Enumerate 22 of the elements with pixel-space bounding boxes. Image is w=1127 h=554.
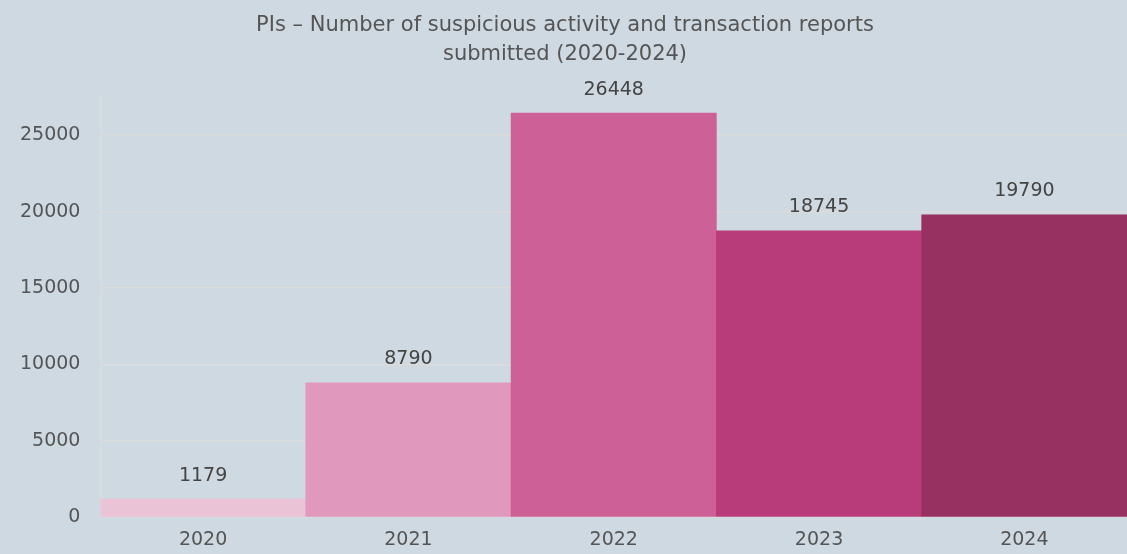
data-label: 26448	[583, 76, 644, 99]
y-tick-label: 15000	[19, 274, 81, 297]
data-label: 1179	[178, 462, 228, 485]
bar	[510, 112, 717, 517]
x-tick-label: 2020	[178, 526, 228, 549]
data-label: 8790	[384, 346, 433, 369]
y-tick-label: 10000	[19, 351, 81, 374]
data-label: 18745	[788, 194, 850, 217]
bar	[921, 214, 1127, 517]
bar	[100, 498, 307, 517]
x-tick-label: 2022	[589, 526, 638, 549]
x-tick-label: 2023	[794, 526, 844, 549]
bar	[716, 230, 923, 517]
y-tick-label: 0	[68, 504, 81, 527]
y-tick-label: 5000	[32, 427, 81, 450]
y-tick-label: 20000	[19, 198, 81, 221]
bar	[305, 382, 512, 517]
x-tick-label: 2024	[1000, 526, 1049, 549]
y-tick-label: 25000	[19, 122, 81, 145]
x-tick-label: 2021	[384, 526, 433, 549]
chart-title: PIs – Number of suspicious activity and transaction reports submitted (2020-2024)	[255, 11, 875, 67]
data-label: 19790	[994, 178, 1055, 201]
